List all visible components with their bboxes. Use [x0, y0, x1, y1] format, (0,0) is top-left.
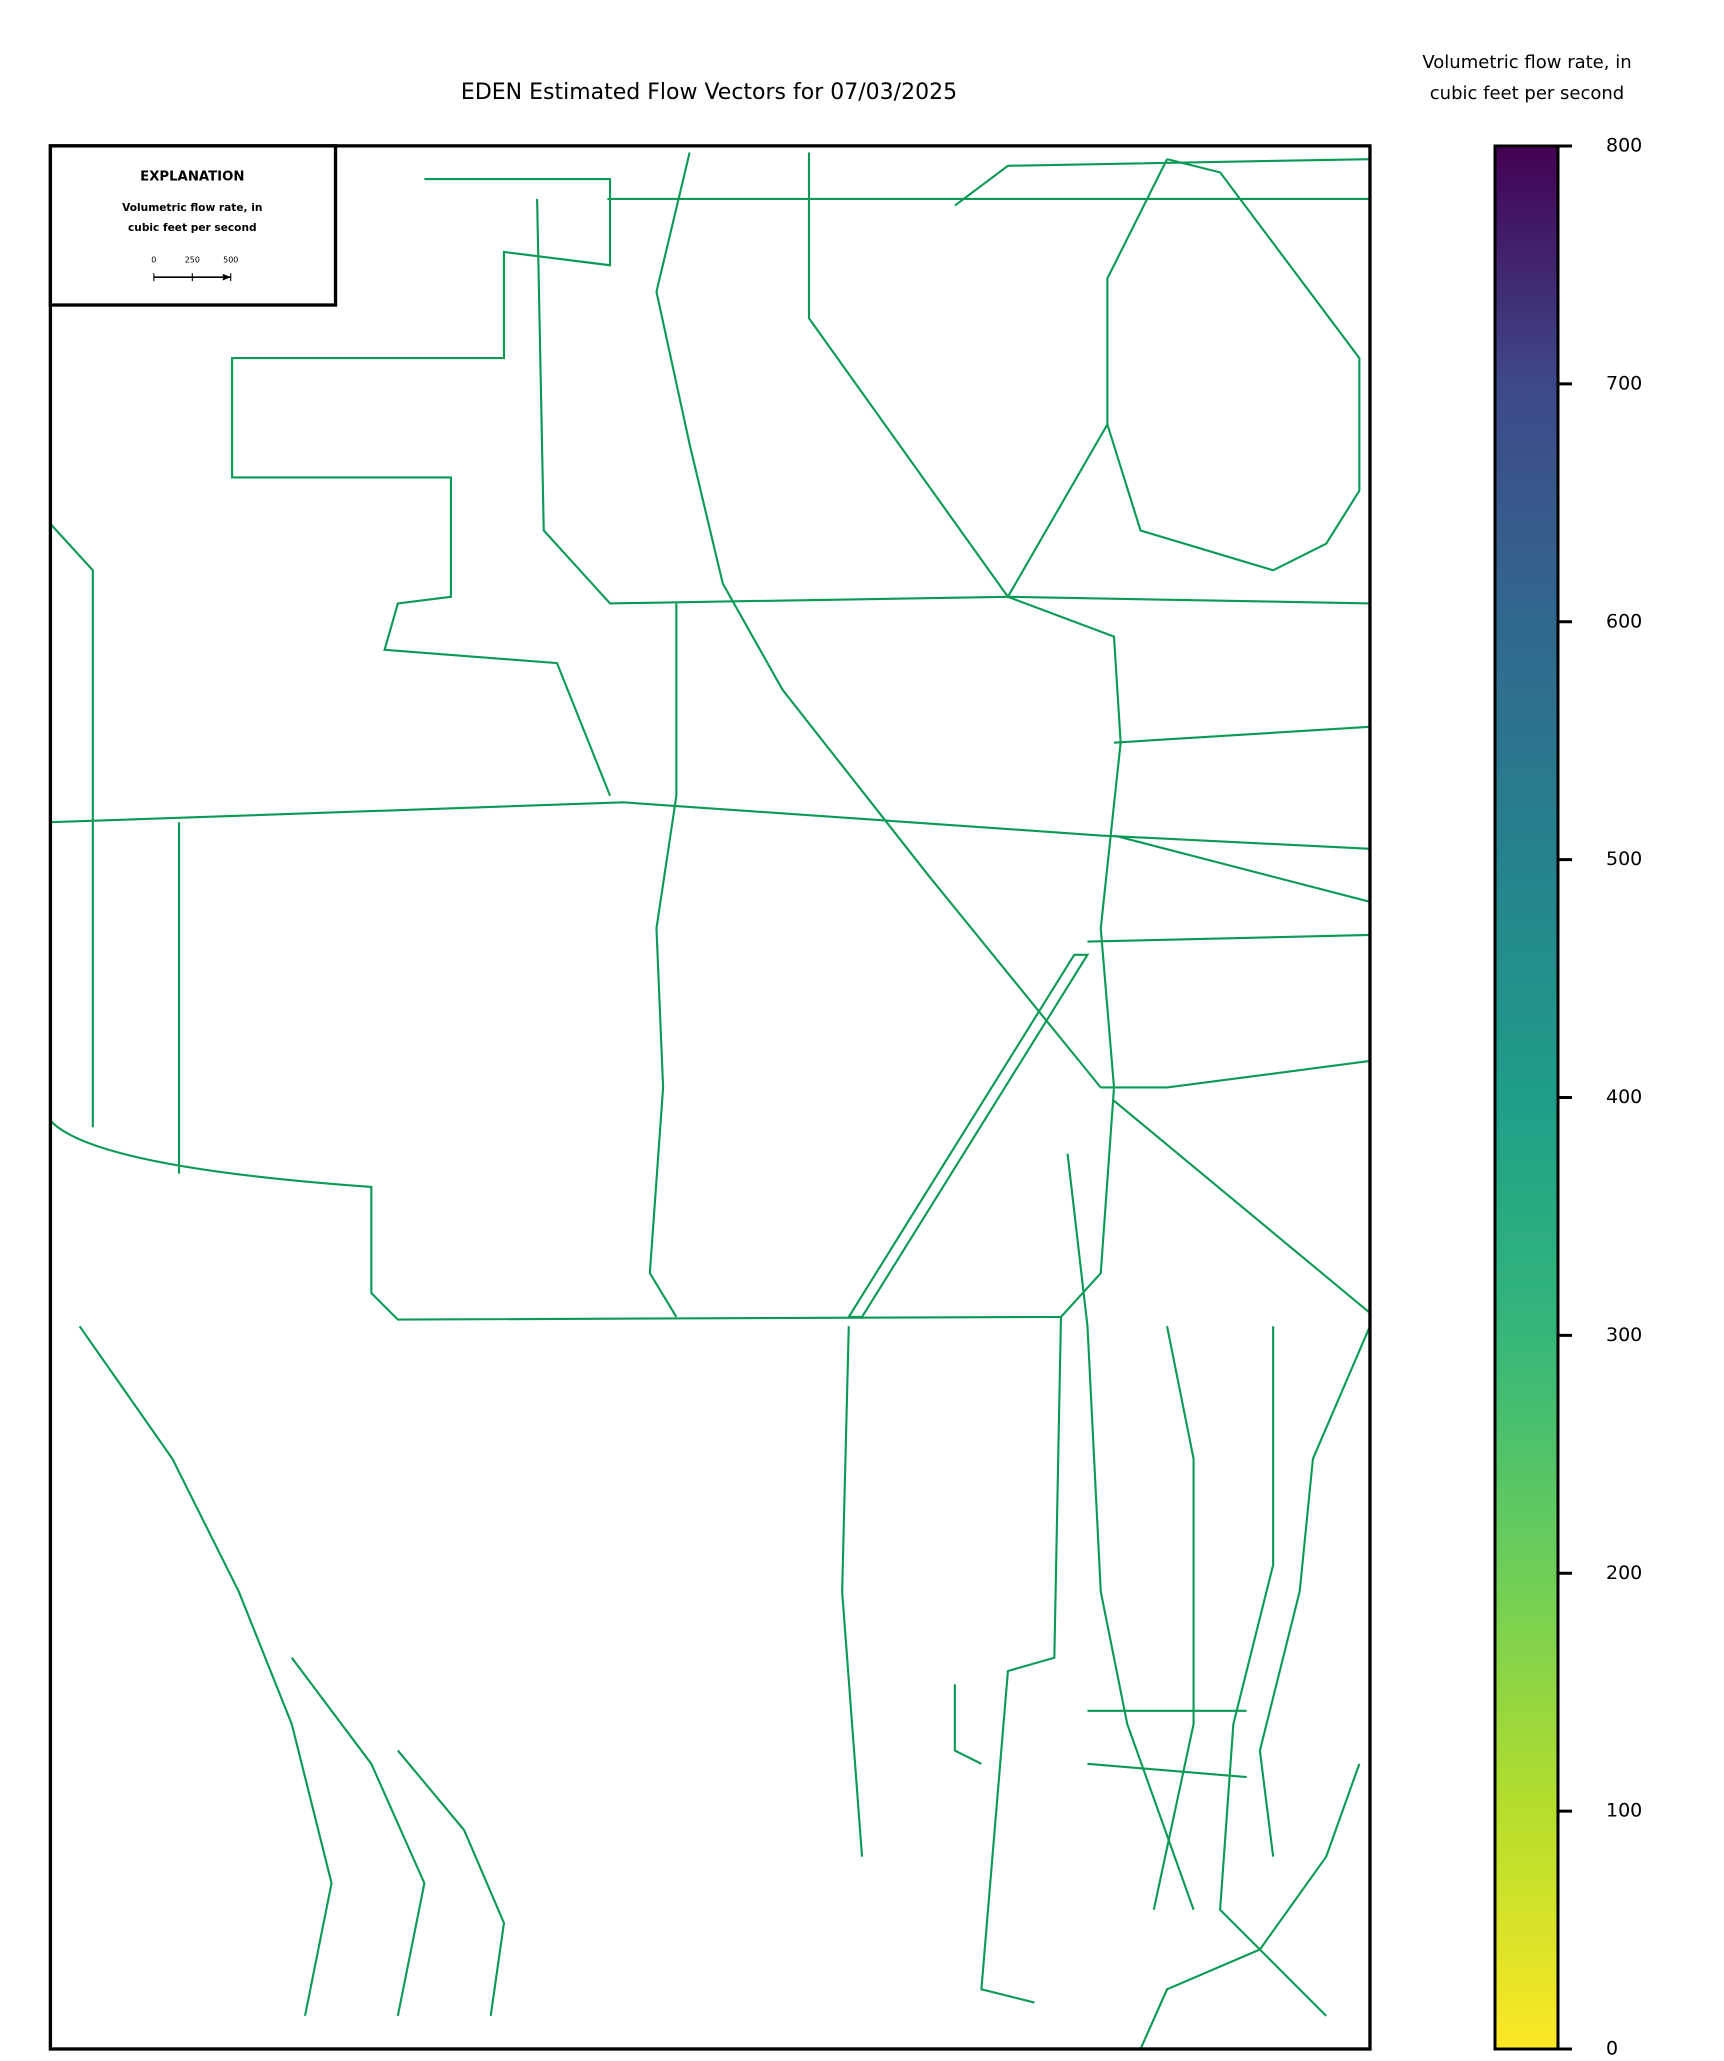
- colorbar-tick-label: 600: [1606, 610, 1642, 632]
- scale-tick-label: 0: [151, 255, 156, 264]
- colorbar: [1493, 144, 1560, 2051]
- chart-title: EDEN Estimated Flow Vectors for 07/03/20…: [461, 80, 957, 105]
- scale-tick-label: 250: [185, 255, 200, 264]
- colorbar-tick-label: 200: [1606, 1562, 1642, 1584]
- colorbar-tick-label: 100: [1606, 1800, 1642, 1822]
- map: EXPLANATION Volumetric flow rate, in cub…: [48, 144, 1372, 2051]
- canals: [50, 152, 1370, 2049]
- legend-label: cubic feet per second: [128, 222, 257, 234]
- colorbar-label: Volumetric flow rate, in: [1422, 52, 1631, 73]
- colorbar-tick-label: 700: [1606, 372, 1642, 394]
- colorbar-tick-label: 400: [1606, 1086, 1642, 1108]
- scale-tick-label: 500: [223, 255, 238, 264]
- legend-box: [48, 144, 338, 307]
- colorbar-ticks: 0 100 200 300 400 500 600 700 800: [1558, 135, 1642, 2060]
- legend-scale: 0 250 500: [151, 255, 238, 282]
- colorbar-tick-label: 300: [1606, 1324, 1642, 1346]
- map-frame: [48, 144, 1372, 2051]
- legend-label: Volumetric flow rate, in: [122, 202, 262, 214]
- legend-title: EXPLANATION: [140, 169, 244, 184]
- colorbar-tick-label: 0: [1606, 2038, 1618, 2060]
- colorbar-tick-label: 800: [1606, 135, 1642, 157]
- legend: EXPLANATION Volumetric flow rate, in cub…: [122, 169, 262, 234]
- colorbar-tick-label: 500: [1606, 848, 1642, 870]
- scale-arrowhead: [222, 273, 231, 281]
- colorbar-label: cubic feet per second: [1430, 83, 1624, 104]
